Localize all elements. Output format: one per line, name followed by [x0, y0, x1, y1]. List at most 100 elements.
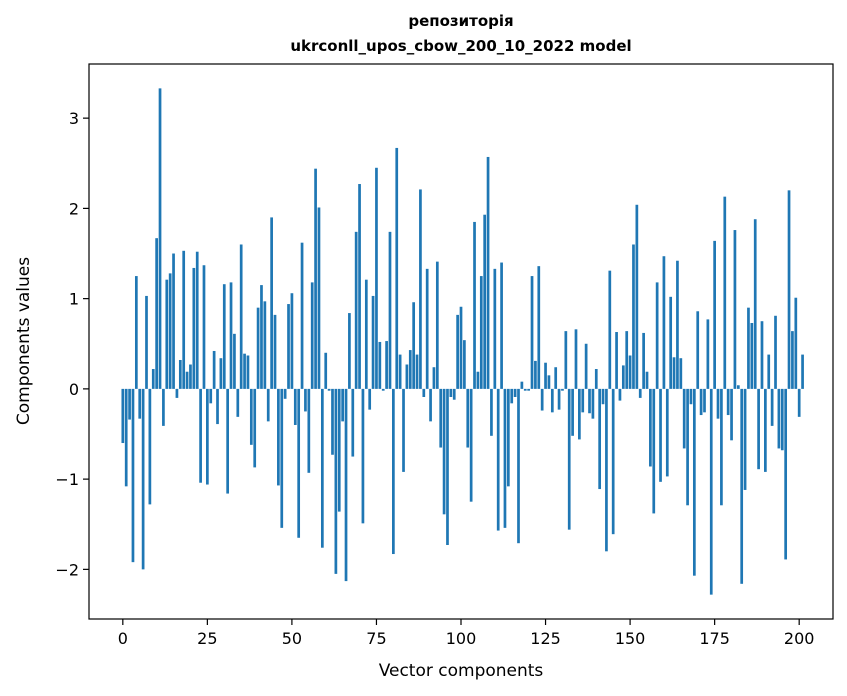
- bar-155: [645, 371, 649, 389]
- bar-55: [307, 388, 311, 473]
- bar-124: [540, 388, 544, 411]
- bar-30: [222, 284, 226, 389]
- bar-106: [479, 276, 483, 389]
- bar-153: [638, 388, 642, 398]
- bar-52: [297, 388, 301, 538]
- bar-79: [388, 231, 392, 389]
- bar-98: [452, 388, 456, 400]
- x-tick-label: 100: [446, 629, 477, 648]
- bar-200: [797, 388, 801, 417]
- bar-10: [155, 238, 158, 389]
- bar-60: [324, 352, 328, 389]
- bar-91: [429, 388, 432, 422]
- bar-90: [425, 268, 429, 389]
- bar-85: [408, 350, 412, 389]
- bar-19: [185, 371, 189, 389]
- bar-32: [229, 282, 233, 389]
- bar-163: [672, 357, 676, 389]
- bar-87: [415, 354, 419, 389]
- chart-title-line-2: ukrconll_upos_cbow_200_10_2022 model: [290, 37, 631, 55]
- bar-99: [456, 314, 459, 389]
- y-tick-label: −1: [55, 470, 79, 489]
- bar-157: [652, 388, 656, 514]
- bar-192: [770, 388, 774, 426]
- bar-54: [304, 388, 307, 412]
- bar-14: [168, 273, 172, 389]
- bar-43: [266, 388, 270, 422]
- bar-74: [371, 295, 375, 389]
- bar-100: [459, 306, 463, 389]
- bar-6: [141, 388, 145, 570]
- bar-95: [442, 388, 446, 515]
- bar-12: [162, 388, 165, 426]
- bar-88: [419, 189, 422, 389]
- bar-178: [723, 196, 727, 389]
- bar-8: [148, 388, 152, 505]
- bar-176: [716, 388, 720, 419]
- bar-75: [375, 167, 378, 389]
- bar-174: [709, 388, 713, 595]
- bar-3: [131, 388, 135, 563]
- bar-112: [500, 262, 503, 389]
- x-tick-label: 150: [615, 629, 646, 648]
- y-tick-label: 2: [69, 199, 79, 218]
- bar-123: [537, 266, 541, 389]
- bar-127: [550, 388, 554, 413]
- bar-194: [777, 388, 781, 449]
- y-axis-ticks: −2 −1 0 1 2 3: [55, 109, 89, 579]
- bar-189: [760, 321, 764, 389]
- bar-165: [679, 358, 683, 389]
- bar-86: [412, 302, 416, 389]
- bar-9: [151, 369, 155, 389]
- bar-185: [747, 307, 750, 389]
- bar-114: [506, 388, 510, 487]
- bar-45: [273, 314, 277, 389]
- bar-35: [239, 244, 243, 389]
- bar-132: [567, 388, 571, 530]
- chart-title-line-1: репозиторія: [408, 12, 513, 30]
- bar-25: [206, 388, 209, 485]
- bar-140: [594, 369, 598, 389]
- bar-20: [189, 364, 192, 389]
- bar-15: [172, 253, 175, 389]
- bar-105: [476, 371, 480, 389]
- bar-169: [692, 388, 696, 576]
- bar-5: [138, 388, 142, 419]
- bars-group: [121, 88, 804, 595]
- bar-71: [361, 388, 365, 524]
- bar-147: [618, 388, 622, 401]
- bar-149: [625, 331, 629, 389]
- bar-49: [287, 304, 290, 389]
- bar-81: [395, 147, 399, 389]
- bar-175: [713, 240, 716, 389]
- bar-201: [801, 354, 804, 389]
- bar-103: [469, 388, 473, 502]
- y-tick-label: −2: [55, 560, 79, 579]
- bar-47: [280, 388, 284, 528]
- bar-129: [557, 388, 561, 410]
- bar-162: [669, 296, 673, 389]
- bar-83: [402, 388, 405, 472]
- bar-66: [344, 388, 348, 582]
- bar-46: [277, 388, 280, 486]
- bar-195: [780, 388, 784, 451]
- bar-70: [358, 184, 361, 389]
- bar-191: [767, 354, 771, 389]
- bar-171: [699, 388, 703, 416]
- bar-119: [523, 388, 527, 391]
- bar-23: [199, 388, 202, 483]
- bar-42: [263, 301, 267, 389]
- bar-152: [635, 204, 639, 389]
- bar-150: [628, 355, 632, 389]
- bar-173: [706, 319, 710, 389]
- bar-135: [578, 388, 581, 440]
- bar-65: [341, 388, 344, 422]
- bar-64: [337, 388, 341, 512]
- bar-94: [439, 388, 443, 448]
- bar-115: [510, 388, 514, 404]
- bar-177: [720, 388, 723, 506]
- bar-104: [473, 221, 476, 389]
- bar-141: [598, 388, 602, 490]
- bar-151: [632, 244, 635, 389]
- bar-82: [398, 354, 402, 389]
